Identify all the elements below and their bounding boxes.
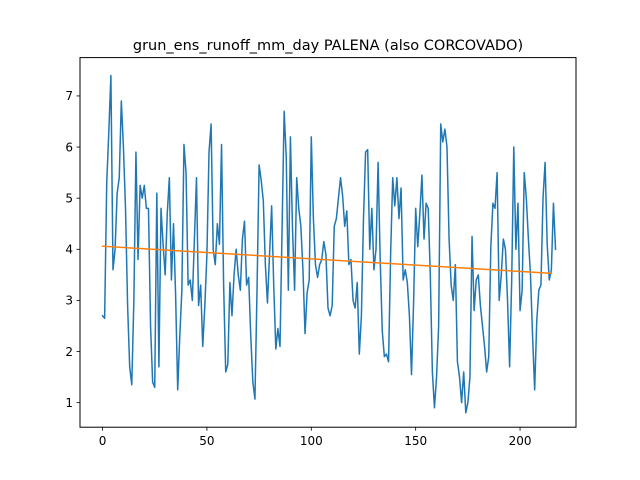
- y-tick-label: 1: [65, 396, 73, 410]
- series-1-line: [101, 74, 557, 414]
- y-tick-label: 6: [65, 140, 73, 154]
- axes-frame: [79, 57, 577, 428]
- y-tick-label: 5: [65, 191, 73, 205]
- y-tick-label: 3: [65, 294, 73, 308]
- y-tick-label: 4: [65, 243, 73, 257]
- y-tick-label: 2: [65, 345, 73, 359]
- x-tick-label: 200: [509, 434, 532, 448]
- y-tick-label: 7: [65, 89, 73, 103]
- x-tick-label: 150: [404, 434, 427, 448]
- series-2-line: [101, 245, 553, 275]
- plot-area: [101, 74, 557, 414]
- chart-title: grun_ens_runoff_mm_day PALENA (also CORC…: [133, 38, 523, 54]
- x-axis: 0 50 100 150 200: [99, 427, 532, 448]
- x-tick-label: 0: [99, 434, 107, 448]
- x-tick-label: 100: [300, 434, 323, 448]
- y-axis: 1 2 3 4 5 6 7: [65, 89, 80, 410]
- x-tick-label: 50: [199, 434, 214, 448]
